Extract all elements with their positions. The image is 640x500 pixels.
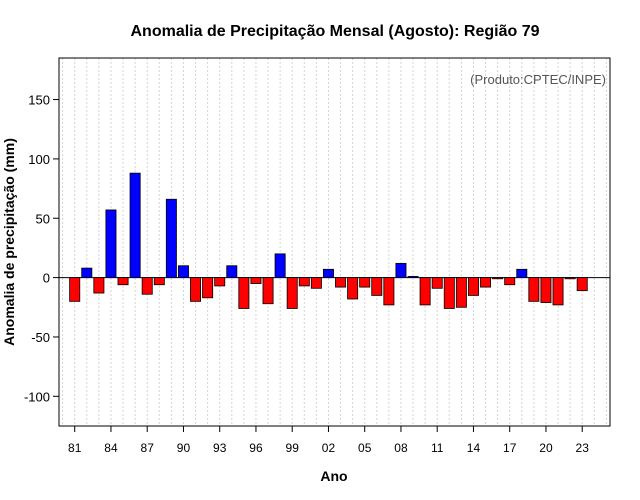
bar-1995 — [238, 277, 250, 309]
bar-2000 — [298, 277, 310, 287]
y-axis: -100 -50 0 50 100 150 — [24, 93, 59, 404]
bar-2015 — [480, 277, 492, 288]
bar-1993 — [214, 277, 226, 287]
bar-1994 — [226, 265, 238, 279]
bar-2006 — [371, 277, 383, 296]
bar-2009 — [407, 276, 419, 279]
x-axis-label: Ano — [320, 468, 347, 484]
x-tick-label: 87 — [141, 441, 155, 455]
x-tick-label: 23 — [576, 441, 590, 455]
bar-1985 — [117, 277, 129, 286]
bar-2022 — [564, 277, 576, 280]
bar-2021 — [552, 277, 564, 306]
bar-2017 — [504, 277, 516, 286]
annotation-source: (Produto:CPTEC/INPE) — [470, 72, 606, 87]
bar-2010 — [419, 277, 431, 306]
y-tick-label: -100 — [24, 389, 50, 404]
bar-2019 — [528, 277, 540, 302]
bars — [69, 172, 588, 309]
bar-1984 — [105, 209, 117, 279]
bar-2011 — [431, 277, 443, 289]
x-tick-label: 05 — [358, 441, 372, 455]
bar-1983 — [93, 277, 105, 294]
bar-1986 — [129, 172, 141, 279]
bar-1981 — [69, 277, 81, 302]
bar-1996 — [250, 277, 262, 284]
bar-2008 — [395, 262, 407, 279]
x-tick-label: 14 — [467, 441, 481, 455]
bar-2012 — [443, 277, 455, 309]
bar-1990 — [177, 265, 189, 279]
bar-2013 — [455, 277, 467, 308]
bar-1987 — [141, 277, 153, 295]
bar-2014 — [467, 277, 479, 296]
bar-2007 — [383, 277, 395, 306]
y-tick-label: 50 — [36, 211, 50, 226]
bar-2001 — [310, 277, 322, 289]
grid — [62, 58, 607, 426]
x-tick-label: 11 — [431, 441, 444, 455]
x-tick-label: 02 — [322, 441, 336, 455]
y-tick-label: 100 — [28, 152, 50, 167]
bar-2002 — [322, 268, 334, 279]
x-tick-label: 90 — [177, 441, 191, 455]
y-axis-label: Anomalia de precipitação (mm) — [1, 138, 17, 346]
bar-1988 — [153, 277, 165, 286]
x-tick-label: 84 — [104, 441, 118, 455]
x-tick-label: 99 — [286, 441, 300, 455]
bar-1991 — [190, 277, 202, 302]
plot-frame — [58, 57, 611, 427]
bar-2004 — [347, 277, 359, 300]
bar-2023 — [576, 277, 588, 292]
chart-title: Anomalia de Precipitação Mensal (Agosto)… — [131, 23, 540, 40]
bar-1999 — [286, 277, 298, 309]
y-tick-label: -50 — [31, 330, 50, 345]
bar-1998 — [274, 253, 286, 279]
x-axis: 81 84 87 90 93 96 99 02 05 08 11 14 17 20 23 — [68, 426, 589, 455]
x-tick-label: 08 — [394, 441, 408, 455]
bar-1997 — [262, 277, 274, 305]
bar-1992 — [202, 277, 214, 299]
x-tick-label: 93 — [213, 441, 227, 455]
bar-1982 — [81, 267, 93, 279]
x-tick-label: 17 — [503, 441, 517, 455]
bar-1989 — [165, 198, 177, 279]
x-tick-label: 81 — [68, 441, 82, 455]
y-tick-label: 0 — [43, 271, 50, 286]
bar-2020 — [540, 277, 552, 303]
bar-2005 — [359, 277, 371, 288]
y-tick-label: 150 — [28, 93, 50, 108]
x-tick-label: 96 — [249, 441, 263, 455]
x-tick-label: 20 — [539, 441, 553, 455]
bar-2016 — [492, 277, 504, 280]
bar-2003 — [335, 277, 347, 288]
bar-2018 — [516, 268, 528, 279]
